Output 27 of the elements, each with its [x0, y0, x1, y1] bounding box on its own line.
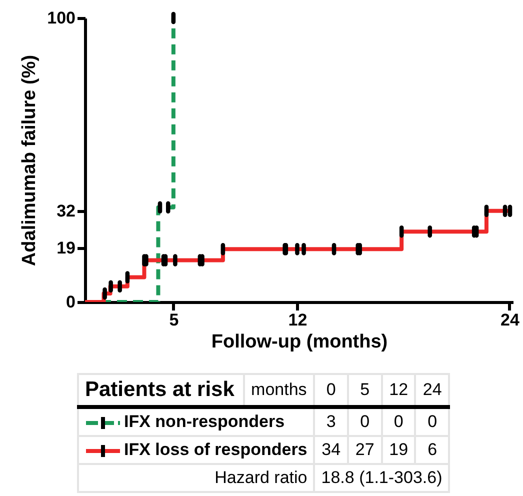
text: Hazard ratio: [78, 464, 314, 492]
text: 0: [415, 407, 450, 436]
x-tick-label: 24: [500, 310, 520, 330]
legend-label: IFX loss of responders: [78, 436, 314, 464]
y-tick-label: 0: [66, 292, 76, 312]
x-tick-label: 12: [288, 310, 308, 330]
text: 0: [382, 407, 416, 436]
text: 5: [348, 374, 382, 407]
y-tick-label: 19: [56, 238, 76, 258]
text: 6: [415, 436, 450, 464]
text: months: [244, 374, 314, 407]
text: 24: [415, 374, 450, 407]
text: 3: [314, 407, 348, 436]
text: 0: [314, 374, 348, 407]
text: 34: [314, 436, 348, 464]
text: Patients at risk: [78, 374, 244, 407]
y-tick-label: 100: [47, 8, 76, 28]
text: 27: [348, 436, 382, 464]
text: 18.8 (1.1-303.6): [314, 464, 450, 492]
y-tick-label: 32: [56, 202, 76, 221]
text: 0: [348, 407, 382, 436]
text: 19: [382, 436, 416, 464]
y-axis-title: Adalimumab failure (%): [19, 54, 40, 266]
x-axis-title: Follow-up (months): [211, 332, 388, 352]
legend-label: IFX non-responders: [78, 407, 314, 436]
x-tick-label: 5: [169, 310, 179, 330]
text: 12: [382, 374, 416, 407]
